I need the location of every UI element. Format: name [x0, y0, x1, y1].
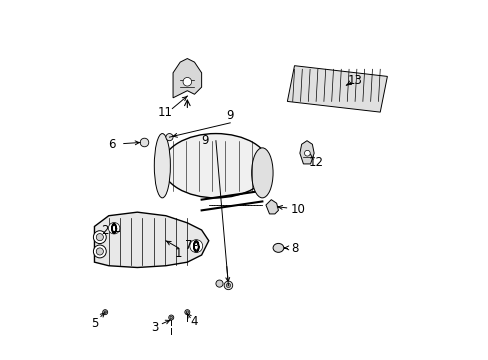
Text: 5: 5	[91, 317, 98, 330]
Text: 11: 11	[157, 105, 172, 119]
Polygon shape	[287, 66, 386, 112]
Circle shape	[186, 311, 188, 314]
Circle shape	[183, 77, 191, 86]
Circle shape	[140, 138, 148, 147]
Circle shape	[170, 316, 172, 319]
Text: 3: 3	[151, 321, 159, 334]
Polygon shape	[265, 200, 278, 214]
Ellipse shape	[251, 148, 272, 198]
Text: 6: 6	[108, 138, 116, 151]
Text: 9: 9	[201, 134, 208, 147]
Text: 2: 2	[101, 224, 108, 237]
Circle shape	[102, 310, 107, 315]
Ellipse shape	[272, 243, 283, 252]
Circle shape	[224, 281, 232, 290]
Text: 10: 10	[290, 203, 305, 216]
Circle shape	[104, 311, 106, 314]
Polygon shape	[299, 141, 313, 164]
Circle shape	[168, 315, 173, 320]
Circle shape	[96, 234, 103, 241]
Text: 9: 9	[226, 109, 233, 122]
Circle shape	[216, 280, 223, 287]
Circle shape	[189, 240, 203, 252]
Text: 1: 1	[174, 247, 182, 260]
Circle shape	[93, 245, 106, 258]
Circle shape	[96, 248, 103, 255]
Ellipse shape	[154, 134, 170, 198]
Circle shape	[226, 283, 230, 288]
Circle shape	[108, 222, 120, 234]
Text: 7: 7	[185, 239, 192, 252]
Circle shape	[93, 231, 106, 244]
Text: 8: 8	[290, 242, 298, 255]
Text: 13: 13	[347, 74, 362, 87]
Text: 12: 12	[308, 156, 323, 169]
Circle shape	[184, 310, 189, 315]
Polygon shape	[94, 212, 208, 267]
Circle shape	[165, 134, 173, 141]
Text: 4: 4	[190, 315, 198, 328]
Polygon shape	[173, 59, 201, 98]
Circle shape	[304, 150, 309, 156]
Ellipse shape	[162, 134, 269, 198]
